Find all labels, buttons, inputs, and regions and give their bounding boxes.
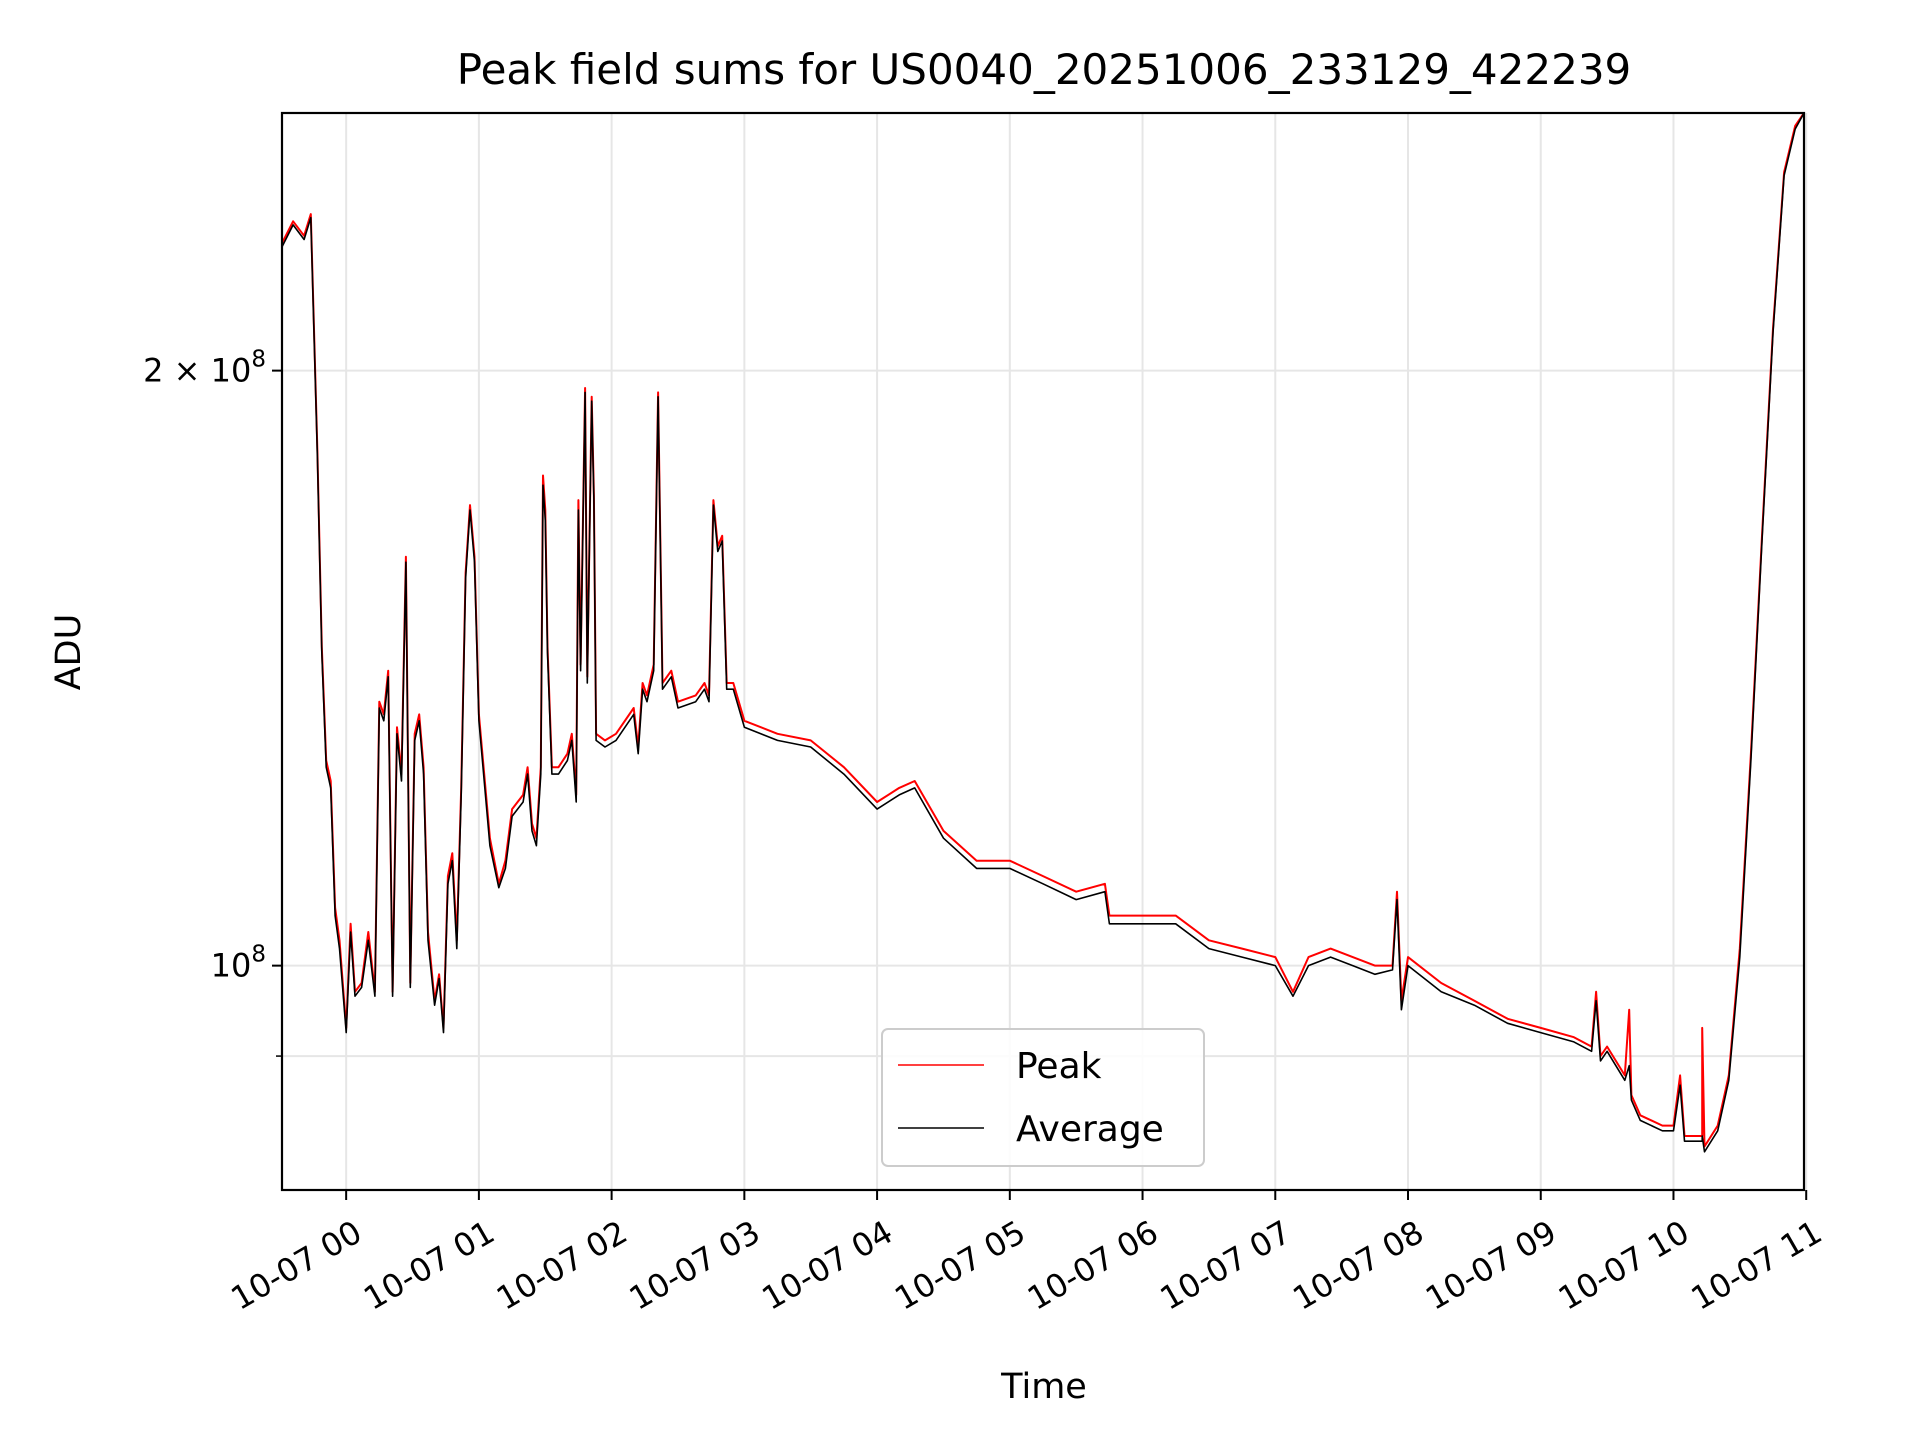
legend-box [881,1028,1205,1167]
chart-title: Peak field sums for US0040_20251006_2331… [457,45,1632,94]
legend-average-label: Average [1016,1109,1164,1150]
series-layer [281,112,1805,1153]
y-axis-label: ADU [49,614,89,691]
x-axis-label: Time [1000,1367,1087,1407]
y-tick-label: 2 × 108 [143,347,266,390]
y-tick-label: 108 [211,942,266,985]
plot-frame [280,111,1806,1192]
y-axis: 108 2 × 108 [143,347,282,1057]
series-line-average [281,112,1805,1153]
legend: Peak Average [881,1028,1205,1167]
legend-peak-label: Peak [1016,1046,1102,1087]
